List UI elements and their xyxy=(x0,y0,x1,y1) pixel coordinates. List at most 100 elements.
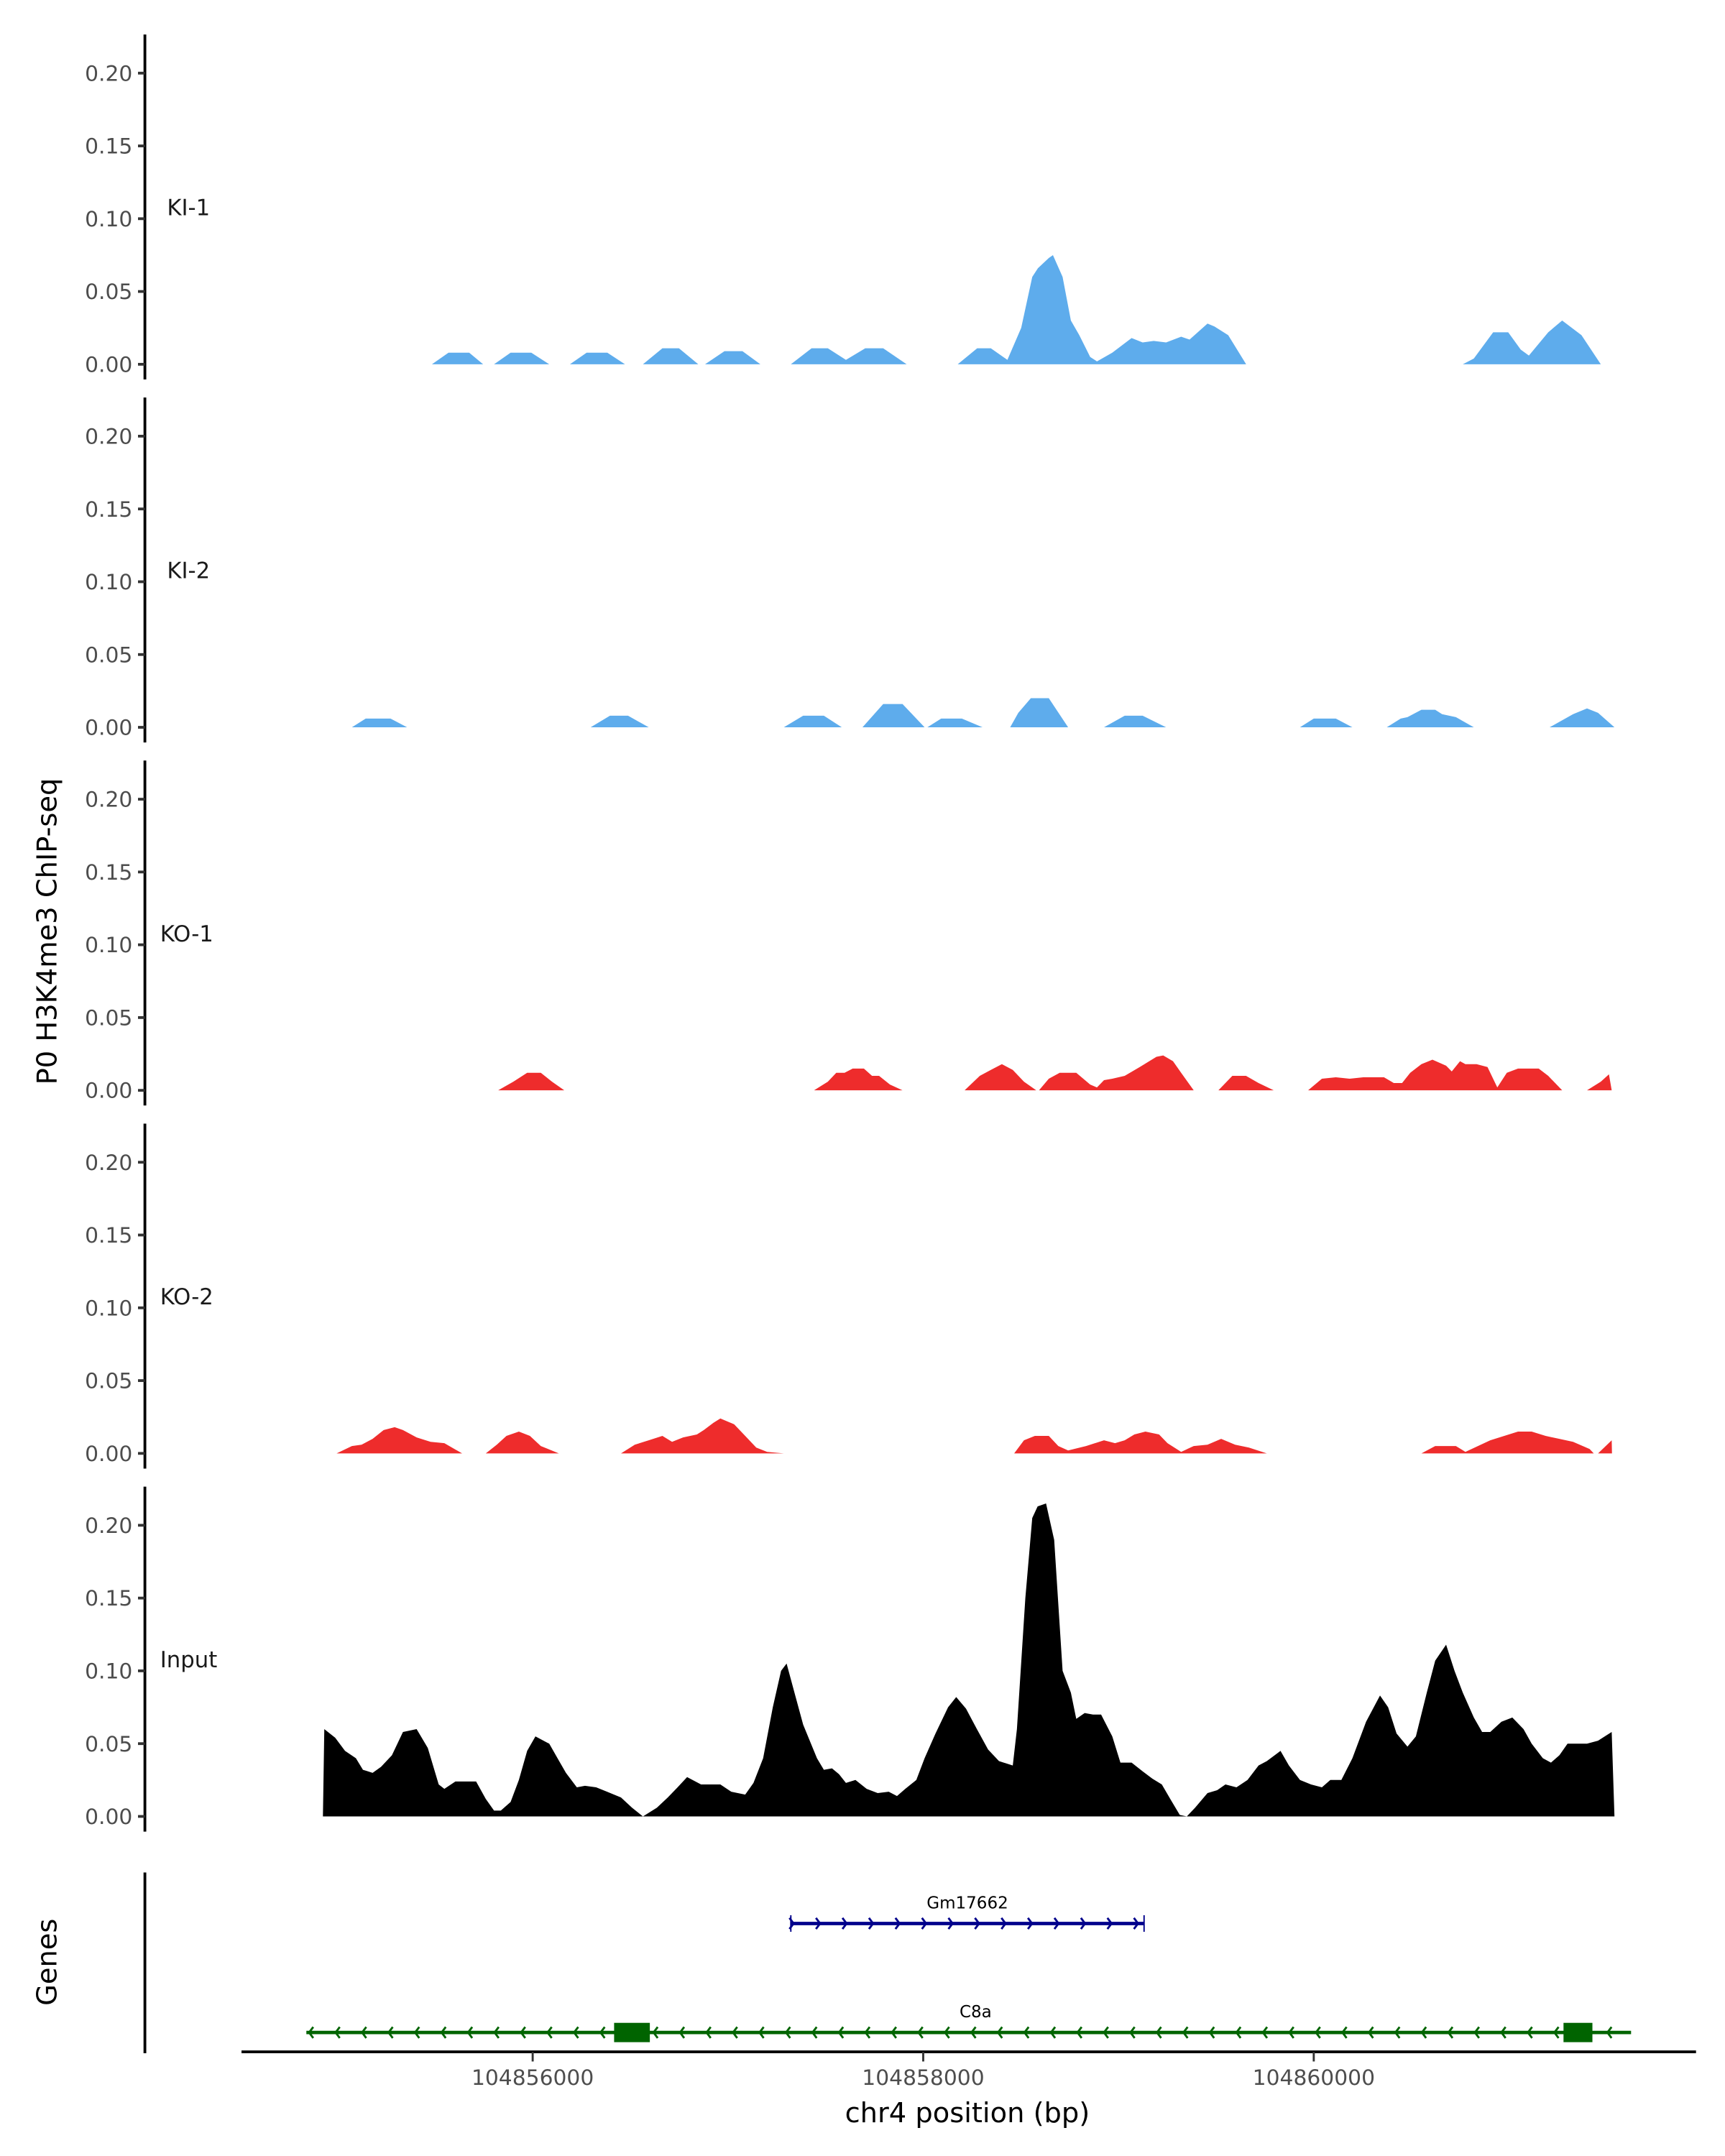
coverage-tracks: 0.00 0.05 0.10 0.15 0.20 KI-1 0.00 0.05 0.10 0.15… xyxy=(85,34,1615,1832)
coverage-area xyxy=(351,698,1615,728)
strand-arrow-icon xyxy=(917,2026,924,2039)
y-tick-label: 0.00 xyxy=(85,716,132,741)
y-tick-label: 0.20 xyxy=(85,1151,132,1176)
strand-arrow-icon xyxy=(921,1917,928,1930)
gene-gm17662: Gm17662 xyxy=(788,1894,1145,1932)
y-tick-label: 0.20 xyxy=(85,1514,132,1539)
strand-arrow-icon xyxy=(440,2026,447,2039)
strand-arrow-icon xyxy=(864,2026,871,2039)
x-axis: 104856000 104858000 104860000 xyxy=(242,2050,1696,2091)
strand-arrow-icon xyxy=(1527,2026,1533,2039)
track-ki-1: 0.00 0.05 0.10 0.15 0.20 KI-1 xyxy=(85,34,1601,379)
gene-c8a: C8a xyxy=(306,2003,1632,2042)
y-tick-label: 0.10 xyxy=(85,570,132,595)
strand-arrow-icon xyxy=(1182,2026,1189,2039)
strand-arrow-icon xyxy=(520,2026,526,2039)
y-tick-label: 0.15 xyxy=(85,1223,132,1248)
y-tick-label: 0.10 xyxy=(85,1659,132,1684)
strand-arrow-icon xyxy=(784,2026,791,2039)
y-tick-label: 0.05 xyxy=(85,1005,132,1031)
strand-arrow-icon xyxy=(1106,1917,1113,1930)
strand-arrow-icon xyxy=(1500,2026,1506,2039)
y-tick-label: 0.20 xyxy=(85,788,132,813)
y-axis-title: P0 H3K4me3 ChIP-seq xyxy=(32,778,64,1085)
track-label: KO-2 xyxy=(160,1284,213,1310)
y-tick-label: 0.10 xyxy=(85,933,132,958)
strand-arrow-icon xyxy=(1235,2026,1242,2039)
strand-arrow-icon xyxy=(837,2026,845,2039)
strand-arrow-icon xyxy=(811,2026,818,2039)
strand-arrow-icon xyxy=(387,2026,394,2039)
gene-label: C8a xyxy=(960,2003,992,2022)
strand-arrow-icon xyxy=(1606,2026,1613,2039)
strand-arrow-icon xyxy=(1049,2026,1057,2039)
track-label: KI-1 xyxy=(167,195,210,221)
gene-track: Gm17662 C8a xyxy=(143,1872,1632,2053)
strand-arrow-icon xyxy=(1261,2026,1269,2039)
y-tick-label: 0.15 xyxy=(85,860,132,885)
coverage-area xyxy=(431,255,1601,364)
y-tick-label: 0.15 xyxy=(85,134,132,160)
strand-arrow-icon xyxy=(1420,2026,1427,2039)
coverage-area xyxy=(323,1503,1615,1817)
strand-arrow-icon xyxy=(1000,1917,1007,1930)
y-tick-label: 0.20 xyxy=(85,61,132,86)
strand-arrow-icon xyxy=(1080,1917,1087,1930)
strand-arrow-icon xyxy=(1129,2026,1136,2039)
x-tick-label: 104860000 xyxy=(1253,2065,1375,2091)
track-ki-2: 0.00 0.05 0.10 0.15 0.20 KI-2 xyxy=(85,397,1615,743)
strand-arrow-icon xyxy=(758,2026,765,2039)
strand-arrow-icon xyxy=(1053,1917,1060,1930)
x-axis-title: chr4 position (bp) xyxy=(845,2097,1090,2129)
strand-arrow-icon xyxy=(1026,1917,1034,1930)
y-tick-label: 0.15 xyxy=(85,1586,132,1611)
gene-track-title: Genes xyxy=(32,1919,64,2006)
strand-arrow-icon xyxy=(996,2026,1003,2039)
strand-arrow-icon xyxy=(1473,2026,1481,2039)
exon xyxy=(614,2022,650,2042)
exon xyxy=(1563,2022,1593,2042)
strand-arrow-icon xyxy=(705,2026,712,2039)
strand-arrow-icon xyxy=(1133,1917,1140,1930)
y-tick-label: 0.05 xyxy=(85,642,132,668)
y-tick-label: 0.10 xyxy=(85,207,132,232)
coverage-area xyxy=(336,1418,1612,1454)
strand-arrow-icon xyxy=(974,1917,980,1930)
strand-arrow-icon xyxy=(334,2026,341,2039)
y-tick-label: 0.20 xyxy=(85,424,132,449)
strand-arrow-icon xyxy=(1340,2026,1348,2039)
strand-arrow-icon xyxy=(944,2026,950,2039)
strand-arrow-icon xyxy=(1155,2026,1162,2039)
strand-arrow-icon xyxy=(1447,2026,1454,2039)
strand-arrow-icon xyxy=(1367,2026,1374,2039)
strand-arrow-icon xyxy=(732,2026,738,2039)
strand-arrow-icon xyxy=(466,2026,474,2039)
strand-arrow-icon xyxy=(970,2026,977,2039)
gene-label: Gm17662 xyxy=(926,1894,1008,1912)
x-tick-label: 104858000 xyxy=(862,2065,984,2091)
y-tick-label: 0.00 xyxy=(85,352,132,377)
track-label: Input xyxy=(160,1647,218,1673)
track-label: KO-1 xyxy=(160,921,213,947)
strand-arrow-icon xyxy=(868,1917,875,1930)
strand-arrow-icon xyxy=(1552,2026,1560,2039)
strand-arrow-icon xyxy=(599,2026,606,2039)
strand-arrow-icon xyxy=(361,2026,367,2039)
strand-arrow-icon xyxy=(841,1917,848,1930)
strand-arrow-icon xyxy=(891,2026,898,2039)
strand-arrow-icon xyxy=(413,2026,420,2039)
y-tick-label: 0.00 xyxy=(85,1805,132,1830)
strand-arrow-icon xyxy=(308,2026,314,2039)
coverage-area xyxy=(498,1055,1612,1091)
strand-arrow-icon xyxy=(1208,2026,1215,2039)
strand-arrow-icon xyxy=(1076,2026,1083,2039)
strand-arrow-icon xyxy=(546,2026,553,2039)
y-tick-label: 0.00 xyxy=(85,1442,132,1467)
strand-arrow-icon xyxy=(894,1917,901,1930)
y-tick-label: 0.10 xyxy=(85,1296,132,1321)
strand-arrow-icon xyxy=(1103,2026,1109,2039)
strand-arrow-icon xyxy=(678,2026,686,2039)
track-ko-1: 0.00 0.05 0.10 0.15 0.20 KO-1 xyxy=(85,760,1612,1106)
y-tick-label: 0.05 xyxy=(85,1732,132,1757)
